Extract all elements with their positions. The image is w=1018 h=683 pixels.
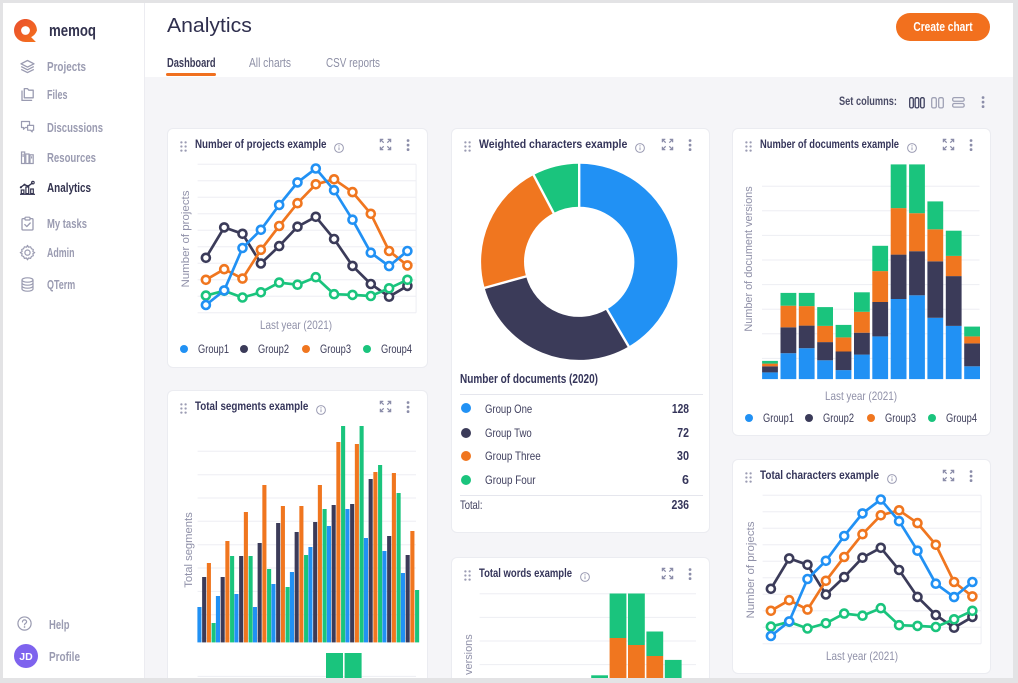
svg-text:memoq: memoq bbox=[49, 22, 96, 40]
svg-text:Group Four: Group Four bbox=[485, 473, 536, 487]
svg-text:Number of documents example: Number of documents example bbox=[760, 137, 899, 151]
svg-text:Projects: Projects bbox=[47, 60, 86, 74]
svg-text:Analytics: Analytics bbox=[167, 15, 252, 37]
svg-text:Files: Files bbox=[47, 88, 68, 102]
svg-text:Number of projects: Number of projects bbox=[180, 190, 192, 288]
svg-text:Set columns:: Set columns: bbox=[839, 94, 897, 108]
svg-text:Group1: Group1 bbox=[763, 413, 794, 425]
svg-text:My tasks: My tasks bbox=[47, 217, 87, 231]
svg-text:Admin: Admin bbox=[47, 246, 75, 260]
svg-text:Total words example: Total words example bbox=[479, 566, 572, 580]
svg-text:Help: Help bbox=[49, 618, 70, 632]
svg-text:Group1: Group1 bbox=[198, 344, 229, 356]
svg-text:Group One: Group One bbox=[485, 402, 532, 416]
svg-text:Group2: Group2 bbox=[823, 413, 854, 425]
svg-text:Total:: Total: bbox=[460, 498, 483, 512]
svg-text:Number of documents (2020): Number of documents (2020) bbox=[460, 372, 598, 386]
svg-text:Group3: Group3 bbox=[320, 344, 351, 356]
svg-text:Resources: Resources bbox=[47, 151, 96, 165]
svg-text:Last year (2021): Last year (2021) bbox=[826, 649, 898, 663]
svg-text:Total characters example: Total characters example bbox=[760, 468, 879, 482]
svg-text:30: 30 bbox=[676, 449, 688, 463]
svg-text:Analytics: Analytics bbox=[47, 181, 91, 195]
svg-text:JD: JD bbox=[19, 651, 33, 663]
svg-text:Number of projects: Number of projects bbox=[745, 521, 757, 619]
svg-text:Number of document versions: Number of document versions bbox=[463, 634, 475, 678]
svg-text:Last year (2021): Last year (2021) bbox=[260, 318, 332, 332]
svg-text:All charts: All charts bbox=[249, 56, 291, 70]
svg-text:236: 236 bbox=[671, 498, 689, 512]
svg-text:Group Three: Group Three bbox=[485, 449, 541, 463]
svg-text:QTerm: QTerm bbox=[47, 278, 75, 292]
svg-text:Dashboard: Dashboard bbox=[167, 56, 216, 70]
svg-text:Number of document versions: Number of document versions bbox=[743, 185, 755, 331]
svg-text:Create chart: Create chart bbox=[913, 20, 973, 34]
svg-text:Group4: Group4 bbox=[946, 413, 977, 425]
svg-text:Discussions: Discussions bbox=[47, 121, 103, 135]
svg-text:Weighted characters example: Weighted characters example bbox=[479, 137, 628, 151]
svg-text:Profile: Profile bbox=[49, 650, 80, 664]
svg-text:6: 6 bbox=[682, 473, 689, 487]
svg-text:128: 128 bbox=[671, 402, 688, 416]
svg-text:Number of projects example: Number of projects example bbox=[195, 137, 327, 151]
svg-text:Group4: Group4 bbox=[381, 344, 412, 356]
svg-text:Total segments example: Total segments example bbox=[195, 399, 309, 413]
svg-text:Group3: Group3 bbox=[885, 413, 916, 425]
svg-text:72: 72 bbox=[677, 426, 689, 440]
svg-text:Last year (2021): Last year (2021) bbox=[825, 389, 897, 403]
svg-text:CSV reports: CSV reports bbox=[326, 56, 380, 70]
svg-text:Group Two: Group Two bbox=[485, 426, 532, 440]
svg-text:Total segments: Total segments bbox=[183, 512, 195, 588]
svg-text:Group2: Group2 bbox=[258, 344, 289, 356]
